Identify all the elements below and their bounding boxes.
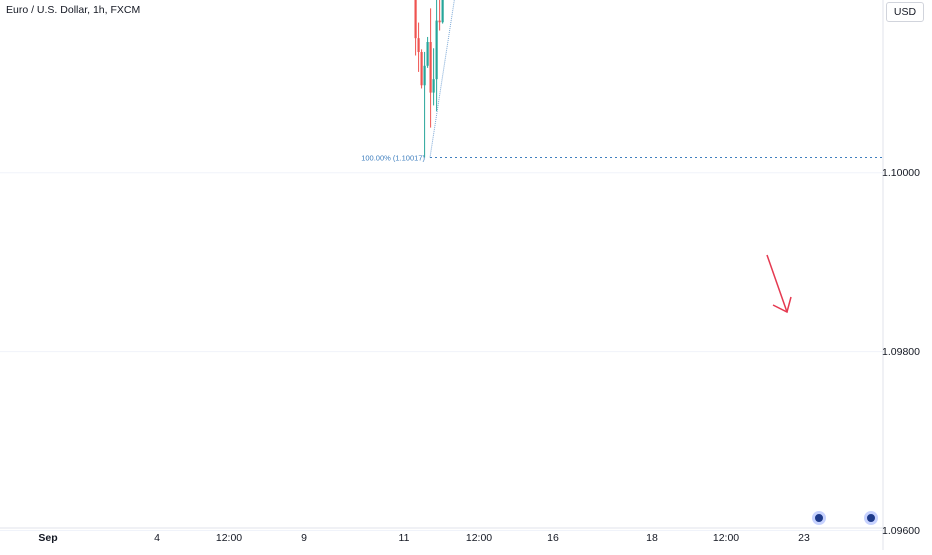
x-tick-label: 18 (646, 532, 658, 544)
x-tick-label: 23 (798, 532, 810, 544)
y-tick-label: 1.09600 (882, 525, 920, 537)
candle-body (442, 0, 444, 22)
y-tick-label: 1.10000 (882, 167, 920, 179)
x-tick-label: 12:00 (713, 532, 739, 544)
candle-body (423, 66, 425, 85)
down-arrow-icon (767, 255, 787, 312)
x-tick-label: 11 (399, 532, 410, 544)
candle-body (436, 21, 438, 80)
fib-level-label: 100.00% (1.10017) (361, 153, 425, 162)
candles (3, 0, 708, 157)
event-marker-icon[interactable] (864, 511, 878, 525)
event-marker-icon[interactable] (812, 511, 826, 525)
x-tick-label: 12:00 (216, 532, 242, 544)
x-tick-label: Sep (38, 532, 57, 544)
x-tick-label: 4 (154, 532, 160, 544)
candle-body (417, 38, 419, 52)
candle-body (420, 52, 422, 85)
fib-trend-line (430, 0, 690, 157)
currency-button[interactable]: USD (886, 2, 924, 22)
x-tick-label: 16 (547, 532, 559, 544)
candle-body (439, 21, 441, 23)
candle-body (430, 42, 432, 93)
x-tick-label: 9 (301, 532, 307, 544)
candle-body (427, 42, 429, 66)
x-tick-label: 12:00 (466, 532, 492, 544)
chart-title: Euro / U.S. Dollar, 1h, FXCM (6, 4, 140, 16)
y-tick-label: 1.09800 (882, 346, 920, 358)
candle-body (433, 79, 435, 92)
candle-body (414, 0, 416, 38)
